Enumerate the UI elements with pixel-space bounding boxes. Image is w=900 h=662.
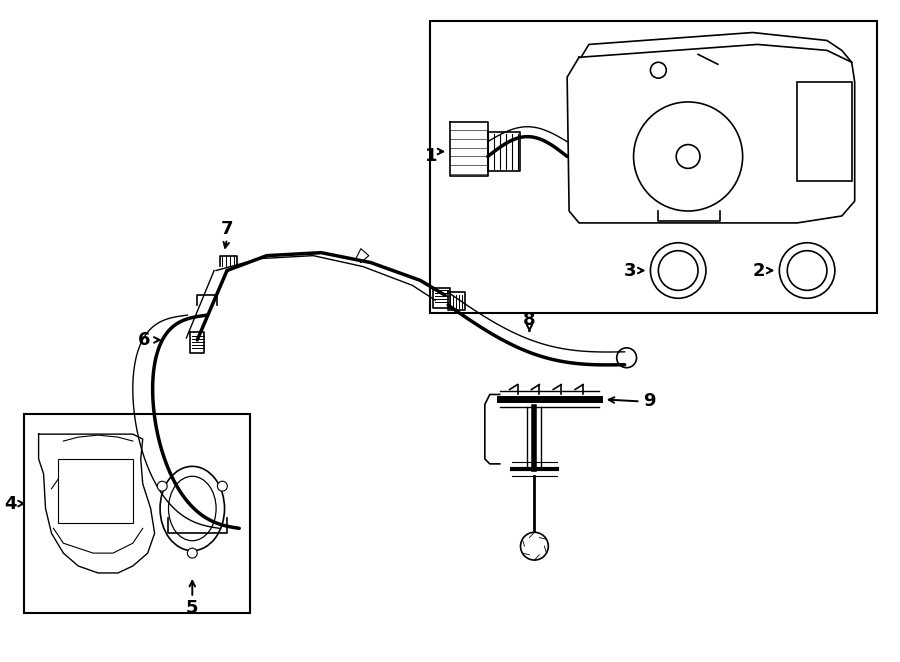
Bar (430, 21, 877, 313)
Text: 2: 2 (753, 261, 766, 279)
Text: 4: 4 (4, 495, 17, 512)
Circle shape (520, 532, 548, 560)
Text: 5: 5 (186, 598, 199, 617)
Text: 1: 1 (425, 148, 437, 166)
Circle shape (187, 548, 197, 558)
Text: 8: 8 (523, 311, 536, 329)
Text: 9: 9 (644, 393, 656, 410)
Circle shape (158, 481, 167, 491)
Text: 6: 6 (139, 331, 150, 349)
Bar (23, 414, 250, 612)
Circle shape (218, 481, 228, 491)
Text: 3: 3 (624, 261, 636, 279)
Bar (58, 459, 133, 524)
Bar (797, 82, 851, 181)
Text: 7: 7 (220, 220, 233, 238)
